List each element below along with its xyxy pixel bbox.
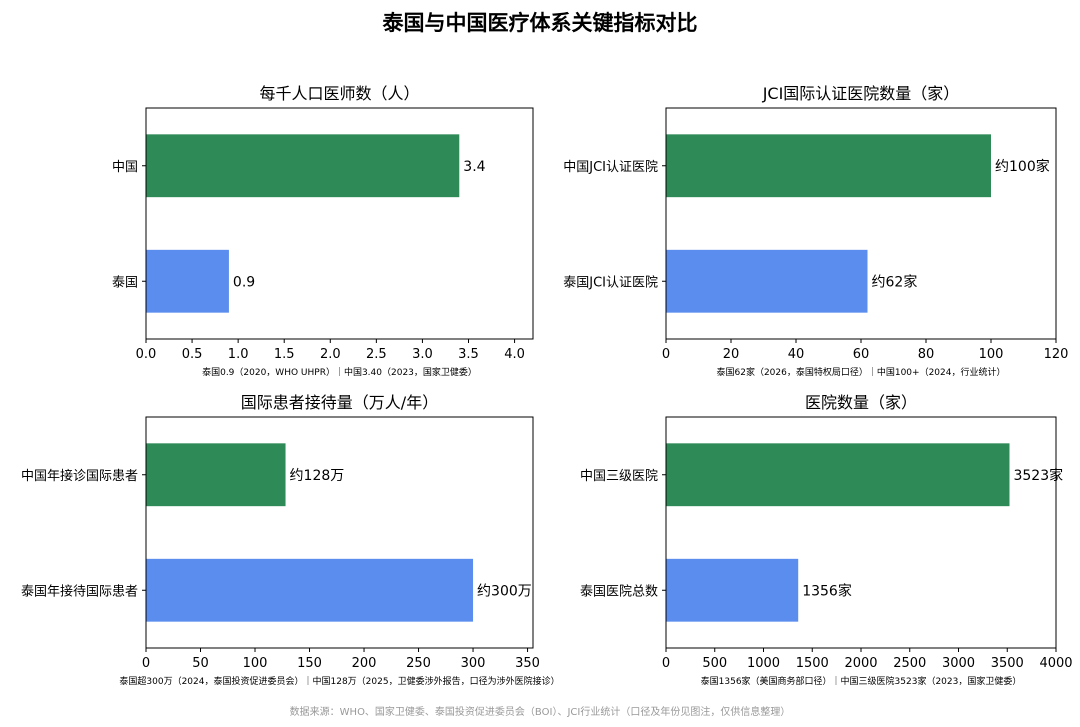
panel-title: JCI国际认证医院数量（家） — [762, 84, 960, 103]
data-label: 3523家 — [1013, 467, 1063, 484]
x-tick-label: 50 — [192, 656, 209, 671]
data-label: 约100家 — [995, 158, 1050, 175]
data-label: 约300万 — [477, 583, 532, 599]
bar — [666, 443, 1010, 507]
x-tick-label: 350 — [515, 656, 540, 671]
data-label: 3.4 — [463, 159, 485, 175]
x-tick-label: 0 — [662, 347, 670, 362]
data-label: 约128万 — [290, 468, 345, 484]
axes-frame — [145, 107, 534, 340]
x-tick-label: 120 — [1044, 347, 1069, 362]
x-tick-label: 0.0 — [136, 347, 157, 362]
category-label: 中国JCI认证医院 — [563, 160, 658, 175]
bar — [146, 249, 229, 313]
bar — [666, 249, 868, 313]
x-tick-label: 4.0 — [504, 347, 525, 362]
data-label: 0.9 — [233, 274, 255, 290]
x-tick-label: 100 — [243, 656, 268, 671]
category-label: 中国三级医院 — [580, 469, 658, 484]
data-label: 1356家 — [802, 582, 852, 599]
x-tick-label: 200 — [352, 656, 377, 671]
panel-note: 泰国1356家（美国商务部口径）｜中国三级医院3523家（2023，国家卫健委） — [701, 675, 1022, 687]
x-tick-label: 250 — [406, 656, 431, 671]
panel-note: 泰国0.9（2020，WHO UHPR）｜中国3.40（2023，国家卫健委） — [202, 366, 477, 378]
x-tick-label: 0 — [662, 656, 670, 671]
x-tick-label: 3.0 — [412, 347, 433, 362]
x-tick-label: 1000 — [747, 656, 780, 671]
x-tick-label: 3000 — [942, 656, 975, 671]
x-tick-label: 3500 — [991, 656, 1024, 671]
bar — [666, 134, 991, 198]
bar — [146, 134, 460, 198]
panel-note: 泰国超300万（2024，泰国投资促进委员会）｜中国128万（2025，卫健委涉… — [119, 675, 559, 687]
category-label: 泰国 — [112, 275, 138, 290]
figure-title: 泰国与中国医疗体系关键指标对比 — [382, 11, 698, 35]
source-note: 数据来源：WHO、国家卫健委、泰国投资促进委员会（BOI）、JCI行业统计（口径… — [290, 705, 791, 718]
x-tick-label: 40 — [788, 347, 805, 362]
x-tick-label: 80 — [918, 347, 935, 362]
x-tick-label: 1500 — [796, 656, 829, 671]
data-label: 约62家 — [872, 273, 918, 290]
bar — [666, 558, 799, 622]
x-tick-label: 100 — [979, 347, 1004, 362]
panel-title: 医院数量（家） — [805, 393, 917, 412]
panel-note: 泰国62家（2026，泰国特权局口径）｜中国100+（2024，行业统计） — [717, 366, 1006, 378]
x-tick-label: 1.0 — [228, 347, 249, 362]
category-label: 泰国年接待国际患者 — [21, 583, 138, 599]
panel-title: 国际患者接待量（万人/年） — [241, 393, 438, 412]
x-tick-label: 0.5 — [182, 347, 203, 362]
chart-panel-4: 医院数量（家） 3523家 中国三级医院 1356家 泰国医院总数 0 500 1000 150… — [580, 393, 1073, 687]
x-tick-label: 1.5 — [274, 347, 295, 362]
axes-frame — [145, 416, 534, 649]
category-label: 中国 — [112, 160, 138, 175]
panel-title: 每千人口医师数（人） — [259, 84, 419, 103]
x-tick-label: 300 — [461, 656, 486, 671]
x-tick-label: 4000 — [1039, 656, 1072, 671]
x-tick-label: 2500 — [893, 656, 926, 671]
x-tick-label: 2000 — [844, 656, 877, 671]
x-tick-label: 150 — [297, 656, 322, 671]
x-tick-label: 3.5 — [458, 347, 479, 362]
chart-panels: 每千人口医师数（人） 3.4 中国 0.9 泰国 0.0 0.5 1.0 1.5 2.0 2.5 3.… — [21, 84, 1073, 687]
x-tick-label: 20 — [723, 347, 740, 362]
category-label: 泰国JCI认证医院 — [563, 275, 658, 290]
x-tick-label: 0 — [142, 656, 150, 671]
x-tick-label: 2.0 — [320, 347, 341, 362]
x-tick-label: 60 — [853, 347, 870, 362]
bar — [146, 443, 286, 507]
category-label: 泰国医院总数 — [580, 584, 658, 599]
bar — [146, 558, 474, 622]
chart-panel-1: 每千人口医师数（人） 3.4 中国 0.9 泰国 0.0 0.5 1.0 1.5 2.0 2.5 3.… — [112, 84, 534, 378]
category-label: 中国年接诊国际患者 — [21, 468, 138, 484]
x-tick-label: 500 — [702, 656, 727, 671]
x-tick-label: 2.5 — [366, 347, 387, 362]
